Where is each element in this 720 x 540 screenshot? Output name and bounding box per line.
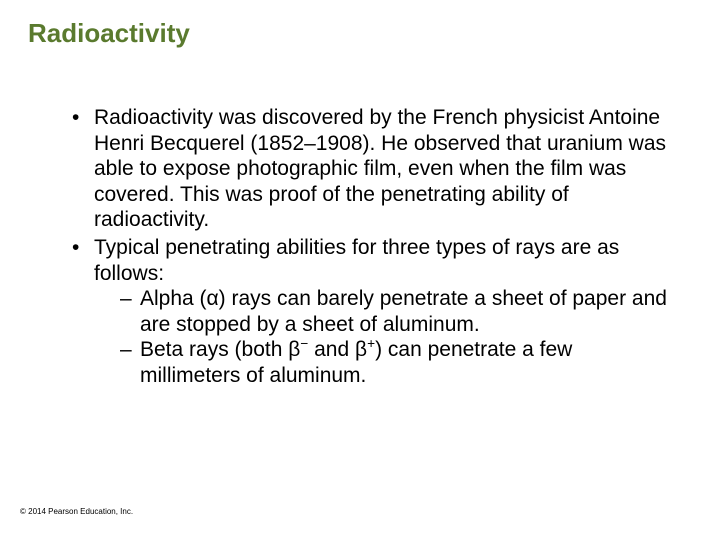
sub-bullet-text: Alpha (α) rays can barely penetrate a sh…: [140, 287, 667, 336]
slide-title: Radioactivity: [28, 18, 692, 49]
sub-bullet-item: Beta rays (both β− and β+) can penetrate…: [120, 337, 676, 388]
bullet-text: Radioactivity was discovered by the Fren…: [94, 106, 666, 231]
bullet-text: Typical penetrating abilities for three …: [94, 236, 619, 285]
bullet-list: Radioactivity was discovered by the Fren…: [70, 105, 676, 389]
bullet-item: Typical penetrating abilities for three …: [70, 235, 676, 389]
bullet-item: Radioactivity was discovered by the Fren…: [70, 105, 676, 233]
sub-bullet-item: Alpha (α) rays can barely penetrate a sh…: [120, 286, 676, 337]
copyright-text: © 2014 Pearson Education, Inc.: [20, 507, 133, 516]
sub-bullet-list: Alpha (α) rays can barely penetrate a sh…: [94, 286, 676, 388]
slide-body: Radioactivity was discovered by the Fren…: [28, 49, 692, 389]
slide: Radioactivity Radioactivity was discover…: [0, 0, 720, 540]
sub-bullet-text: Beta rays (both β− and β+) can penetrate…: [140, 338, 572, 387]
